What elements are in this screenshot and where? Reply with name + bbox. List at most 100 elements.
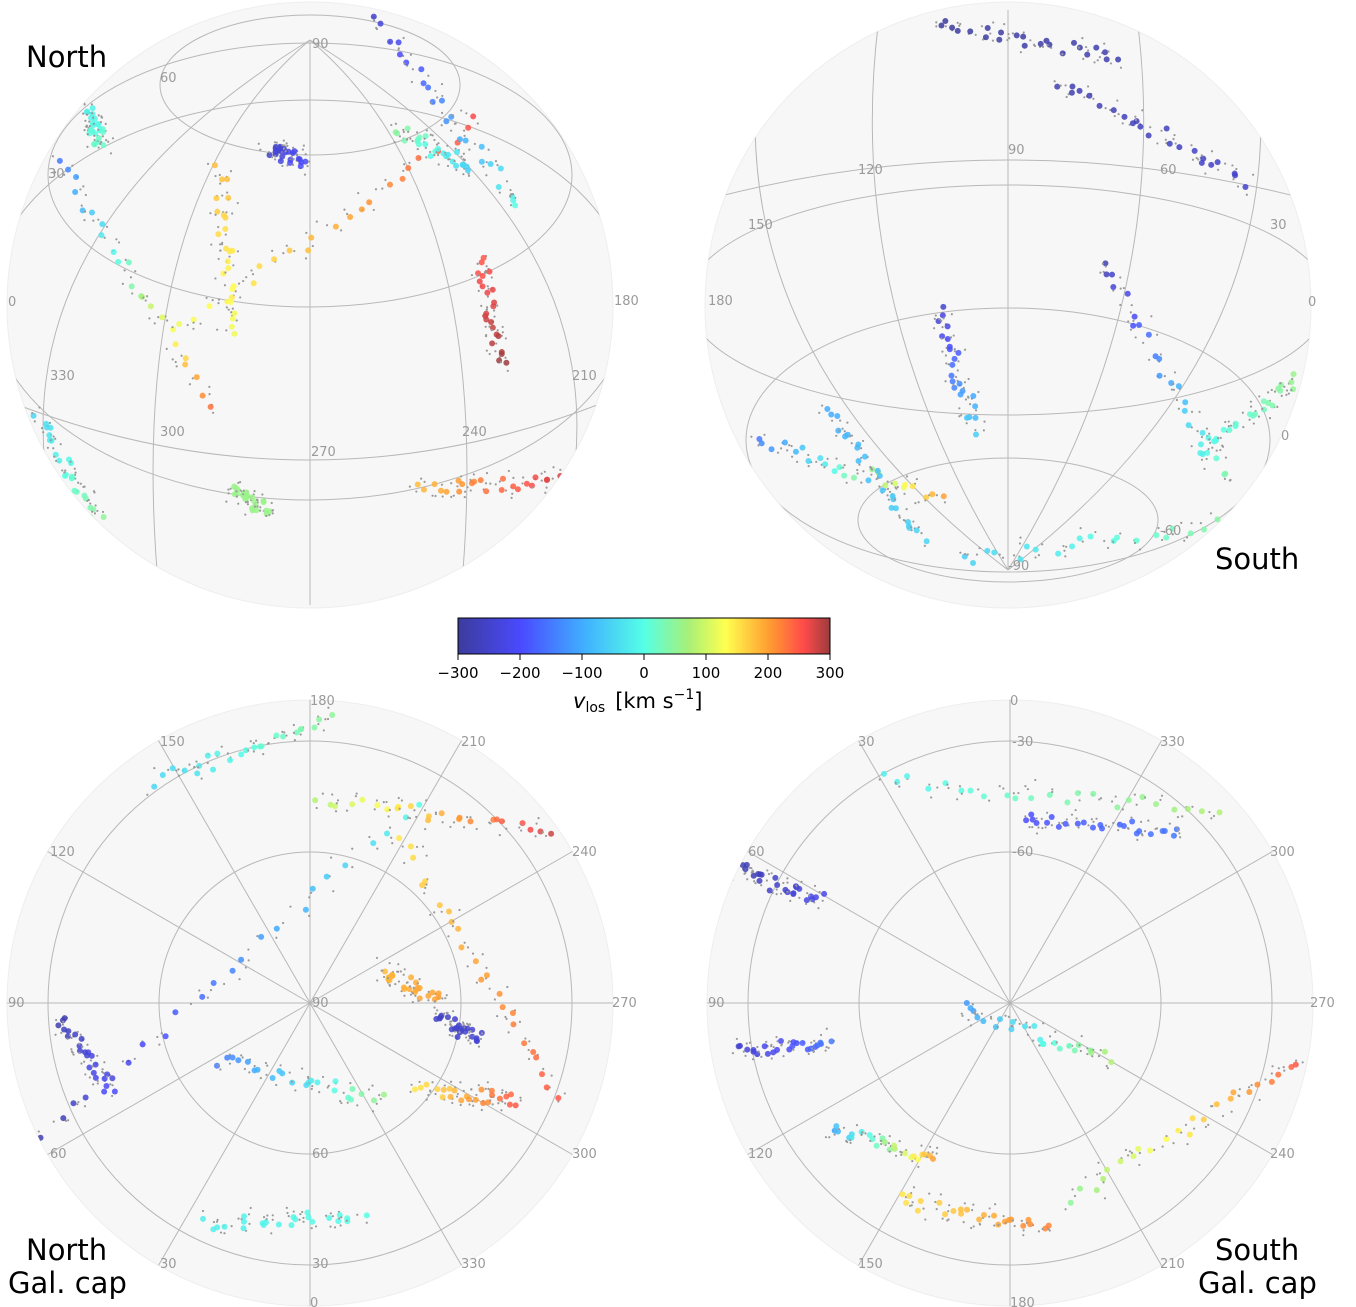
background-point [1209,512,1213,515]
background-point [270,1232,273,1235]
star-point [472,958,479,965]
star-point [1102,260,1109,267]
star-point [56,457,63,464]
background-point [1248,418,1251,421]
background-point [271,1218,274,1221]
background-point [509,195,512,198]
background-point [1012,792,1015,795]
background-point [827,1046,830,1049]
star-point [228,323,235,330]
background-point [462,129,466,132]
background-point [346,212,349,216]
background-point [898,785,901,788]
background-point [1249,400,1252,403]
background-point [402,973,405,976]
background-point [97,114,100,117]
star-point [1070,39,1077,46]
grid-label: 330 [50,369,75,384]
background-point [751,869,754,872]
colorbar-tick-label: 300 [816,664,845,682]
star-point [213,195,220,202]
background-point [291,163,295,166]
background-point [1098,798,1101,801]
background-point [894,781,897,784]
star-point [478,158,485,165]
background-point [64,469,67,472]
star-point [1096,102,1103,109]
star-point [1104,1166,1111,1173]
background-point [1224,162,1227,165]
background-point [501,1091,504,1094]
star-point [563,480,570,487]
background-point [557,1100,560,1103]
background-point [227,488,230,491]
background-point [1172,382,1175,386]
background-point [522,476,525,479]
background-point [928,783,931,786]
star-point [1252,411,1259,418]
background-point [835,457,838,460]
background-point [1003,23,1006,26]
graticule-north [7,14,613,606]
star-point [1197,441,1204,448]
star-point [899,1191,906,1198]
background-point [1200,154,1203,157]
star-point [874,467,881,474]
star-point [374,802,381,809]
background-point [476,122,479,125]
background-point [144,299,147,302]
star-point [483,488,490,495]
background-point [385,800,388,804]
star-point [92,1074,99,1081]
background-point [1205,427,1209,430]
background-point [1200,458,1204,461]
star-point [532,474,539,481]
background-point [1062,544,1065,548]
star-point [921,1151,928,1158]
background-point [1224,420,1227,424]
star-point [954,27,961,34]
star-point [229,285,236,292]
background-point [947,1210,950,1213]
background-point [825,1027,828,1030]
background-point [402,169,405,172]
background-point [462,158,465,161]
background-point [957,360,960,363]
background-point [860,456,863,459]
star-point [435,994,442,1001]
star-point [414,481,421,488]
background-point [1018,1022,1021,1025]
background-point [826,457,829,460]
star-point [842,433,849,440]
background-point [308,896,311,899]
background-point [1173,133,1176,137]
background-point [809,899,812,902]
star-point [394,805,401,812]
background-point [55,1018,58,1022]
background-point [477,1045,481,1048]
star-point [938,22,945,29]
background-point [944,354,948,357]
background-point [1064,1208,1067,1211]
background-point [981,38,985,41]
colorbar-tick-label: −300 [437,664,478,682]
background-point [501,1100,504,1103]
star-point [1090,790,1097,797]
star-point [523,480,530,487]
background-point [451,1101,454,1105]
background-point [96,509,99,513]
star-point [110,249,117,256]
background-point [224,233,227,236]
star-point [974,1014,981,1021]
background-point [843,430,846,433]
background-point [282,147,285,150]
background-point [766,869,769,872]
graticule-spoke [747,1002,1011,1155]
background-point [998,553,1001,556]
star-point [458,1097,465,1104]
background-point [462,173,465,176]
background-point [941,326,944,329]
star-point [260,499,267,506]
background-point [223,1232,226,1235]
star-point [506,1101,513,1108]
